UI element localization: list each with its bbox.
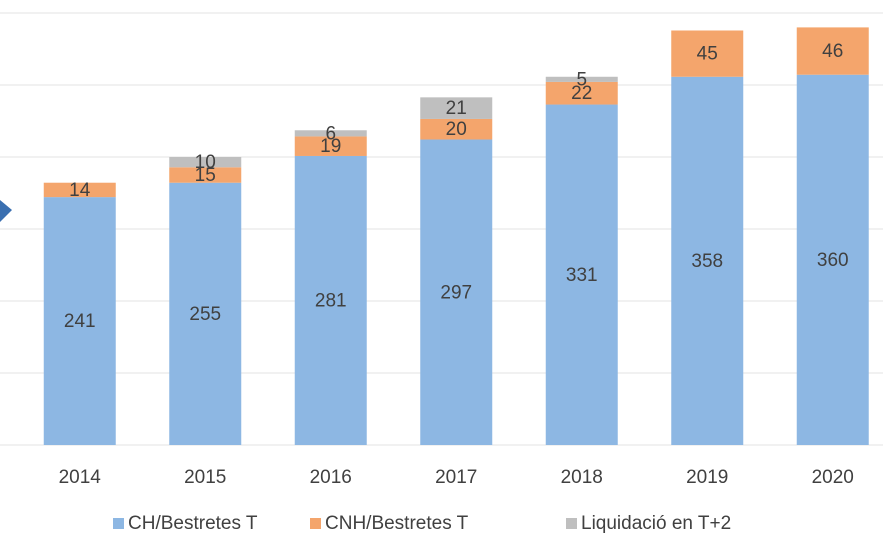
x-tick-label: 2019	[686, 467, 728, 488]
x-tick-label: 2018	[561, 467, 603, 488]
data-label: 331	[566, 265, 598, 286]
x-tick-label: 2014	[59, 467, 102, 488]
bar-segment	[545, 104, 618, 446]
decoration-arrow	[0, 200, 12, 222]
bar-segment	[545, 81, 618, 105]
x-tick-label: 2016	[310, 467, 352, 488]
data-label: 46	[822, 41, 843, 62]
legend-swatch	[566, 518, 577, 529]
data-label: 19	[320, 136, 341, 157]
bar-segment	[294, 155, 367, 445]
bar-segment	[169, 167, 242, 183]
data-label: 22	[571, 83, 592, 104]
bar-segment	[420, 139, 493, 445]
data-label: 10	[195, 152, 216, 173]
bar-segment	[420, 118, 493, 140]
data-label: 297	[440, 282, 472, 303]
data-label: 45	[697, 44, 718, 65]
legend-swatch	[113, 518, 124, 529]
bar-segment	[420, 97, 493, 119]
x-tick-label: 2020	[812, 467, 854, 488]
data-label: 255	[189, 304, 221, 325]
data-label: 20	[446, 119, 467, 140]
data-label: 6	[325, 123, 336, 144]
data-label: 360	[817, 250, 849, 271]
bar-segment	[545, 76, 618, 82]
bar-segment	[671, 30, 744, 77]
data-label: 5	[576, 69, 587, 90]
bar-segment	[294, 130, 367, 137]
data-label: 241	[64, 311, 96, 332]
data-label: 15	[195, 165, 216, 186]
bar-segment	[169, 182, 242, 445]
bar-segment	[169, 157, 242, 168]
legend-swatch	[310, 518, 321, 529]
bar-segment	[43, 197, 116, 445]
bar-segment	[43, 182, 116, 198]
x-tick-label: 2015	[184, 467, 226, 488]
x-tick-label: 2017	[435, 467, 477, 488]
data-label: 281	[315, 291, 347, 312]
bar-segment	[796, 74, 869, 445]
legend-label: CNH/Bestretes T	[325, 513, 469, 534]
legend-label: Liquidació en T+2	[581, 513, 731, 534]
bar-segment	[796, 27, 869, 75]
bar-segment	[671, 76, 744, 446]
data-label: 14	[69, 180, 91, 201]
data-label: 21	[446, 98, 467, 119]
data-label: 358	[691, 251, 723, 272]
legend-label: CH/Bestretes T	[128, 513, 258, 534]
bar-segment	[294, 136, 367, 156]
